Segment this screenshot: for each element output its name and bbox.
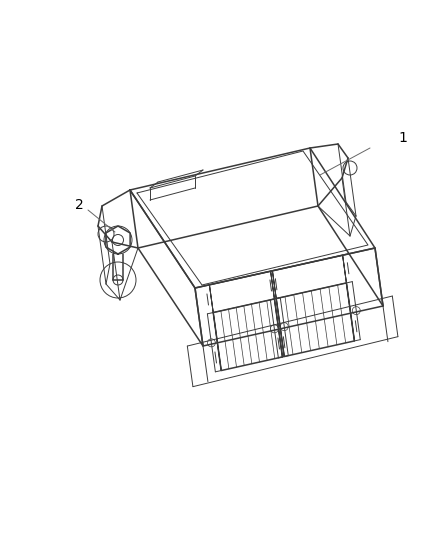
- Text: 2: 2: [75, 198, 84, 212]
- Text: 1: 1: [397, 131, 406, 145]
